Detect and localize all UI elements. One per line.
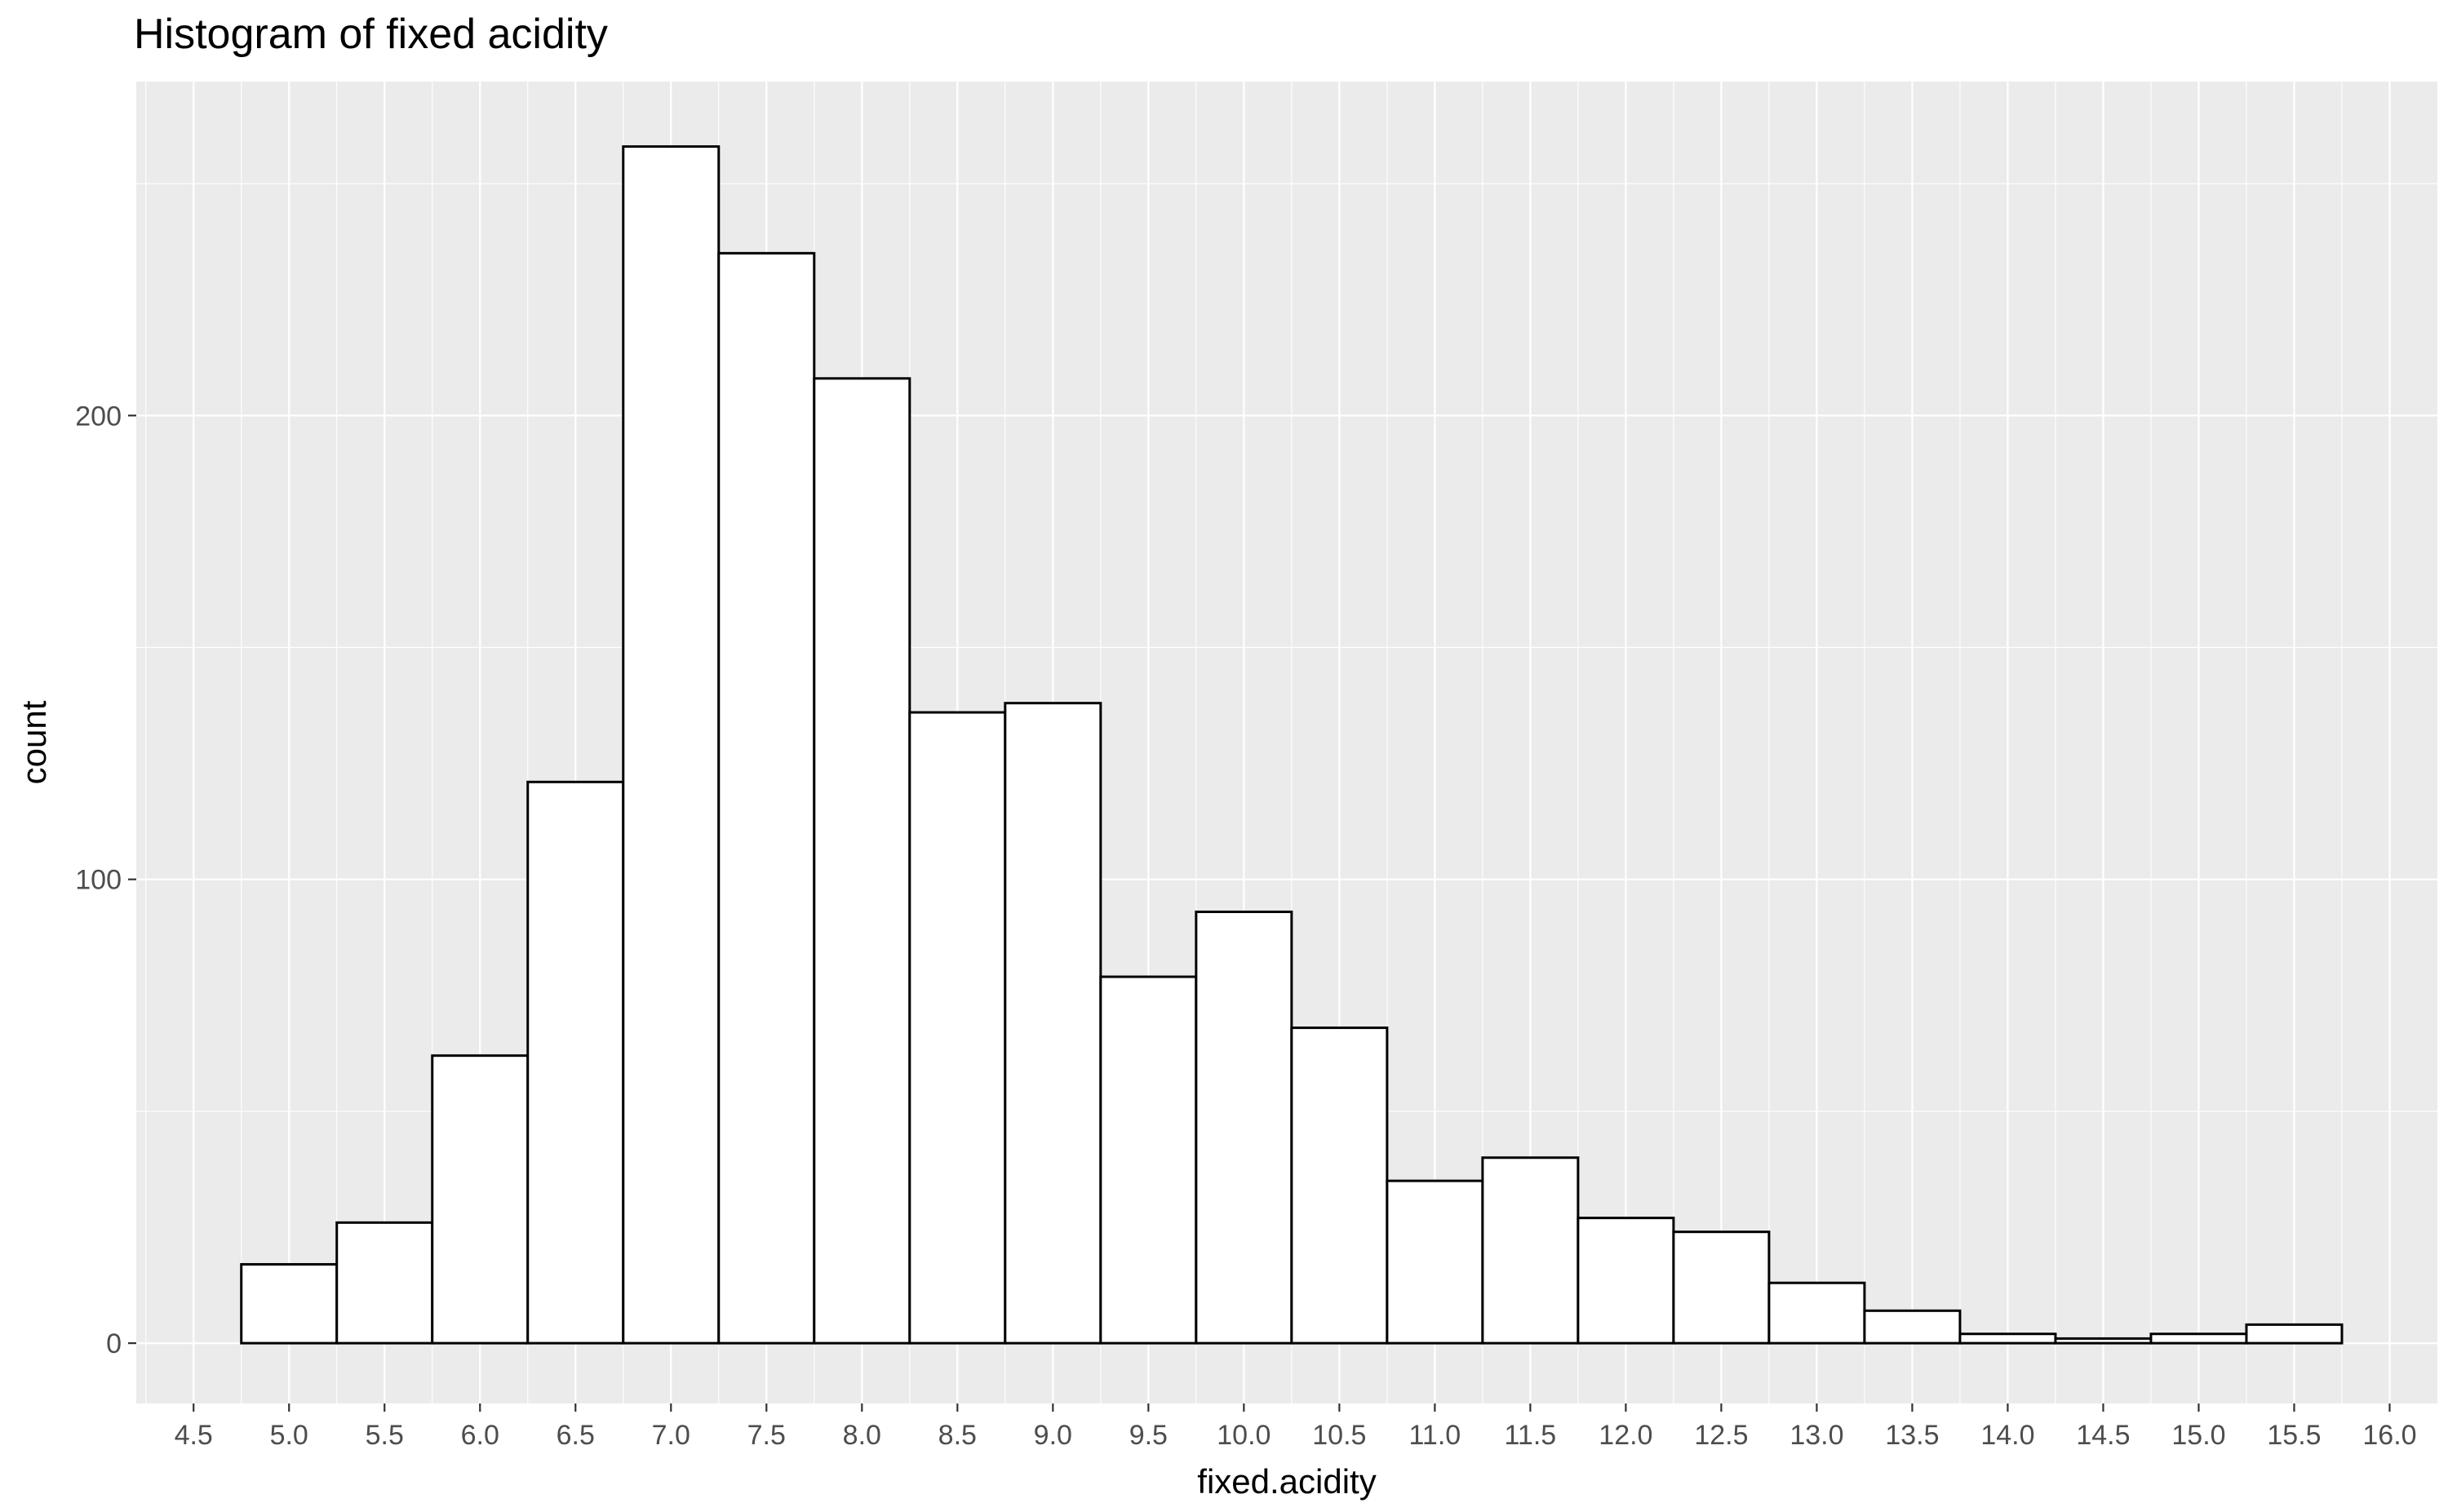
y-tick-label: 200 — [75, 401, 122, 432]
x-tick-label: 8.0 — [843, 1420, 881, 1451]
x-axis: 4.5 5.0 5.5 6.0 6.5 7.0 7.5 8.0 8.5 9.0 9.5 10.0 10.… — [175, 1403, 2417, 1451]
histogram-bar — [813, 377, 911, 1345]
chart-title: Histogram of fixed acidity — [134, 11, 608, 58]
histogram-bar — [526, 780, 625, 1345]
x-tick-label: 4.5 — [175, 1420, 213, 1451]
histogram-bar — [1863, 1309, 1962, 1345]
x-tick-label: 5.5 — [366, 1420, 404, 1451]
x-tick-label: 11.5 — [1505, 1420, 1557, 1451]
x-tick-label: 7.0 — [652, 1420, 690, 1451]
histogram-bar — [1195, 910, 1293, 1345]
x-tick-label: 15.0 — [2171, 1420, 2225, 1451]
x-tick-label: 14.5 — [2076, 1420, 2130, 1451]
x-tick-label: 16.0 — [2362, 1420, 2416, 1451]
histogram-bar — [1958, 1332, 2057, 1345]
histogram-bar — [717, 251, 816, 1345]
x-tick-label: 9.5 — [1129, 1420, 1168, 1451]
histogram-bar — [1672, 1230, 1771, 1345]
x-tick-label: 8.5 — [938, 1420, 977, 1451]
histogram-bar — [2054, 1337, 2153, 1345]
x-tick-label: 9.0 — [1034, 1420, 1072, 1451]
y-axis: 0 100 200 — [75, 401, 136, 1359]
histogram-bar — [1386, 1179, 1484, 1345]
x-axis-title: fixed.acidity — [1197, 1462, 1376, 1501]
histogram-bar — [622, 145, 721, 1345]
y-tick-label: 0 — [106, 1328, 122, 1359]
histogram-bar — [2245, 1323, 2344, 1345]
x-tick-label: 5.0 — [270, 1420, 308, 1451]
x-tick-label: 12.0 — [1599, 1420, 1652, 1451]
x-tick-label: 10.5 — [1312, 1420, 1366, 1451]
histogram-bar — [2149, 1332, 2248, 1345]
histogram-bar — [431, 1054, 530, 1345]
x-tick-label: 14.0 — [1980, 1420, 2034, 1451]
x-tick-label: 13.5 — [1885, 1420, 1939, 1451]
x-tick-label: 10.0 — [1217, 1420, 1271, 1451]
histogram-bar — [1004, 702, 1102, 1345]
y-axis-title: count — [15, 700, 53, 784]
x-tick-label: 7.5 — [747, 1420, 786, 1451]
histogram-bar — [1577, 1217, 1675, 1345]
histogram-bar — [1481, 1156, 1580, 1345]
histogram-bar — [240, 1262, 339, 1345]
x-tick-label: 13.0 — [1789, 1420, 1843, 1451]
x-tick-label: 11.0 — [1409, 1420, 1461, 1451]
x-tick-label: 6.0 — [461, 1420, 499, 1451]
x-tick-label: 15.5 — [2267, 1420, 2321, 1451]
histogram-bars — [240, 145, 2344, 1345]
x-tick-label: 6.5 — [557, 1420, 595, 1451]
y-tick-label: 100 — [75, 865, 122, 896]
histogram-bar — [1099, 975, 1198, 1345]
x-tick-label: 12.5 — [1694, 1420, 1748, 1451]
histogram-bar — [1767, 1281, 1866, 1345]
histogram-bar — [908, 711, 1007, 1345]
histogram-bar — [1290, 1026, 1389, 1345]
histogram-bar — [335, 1221, 434, 1345]
